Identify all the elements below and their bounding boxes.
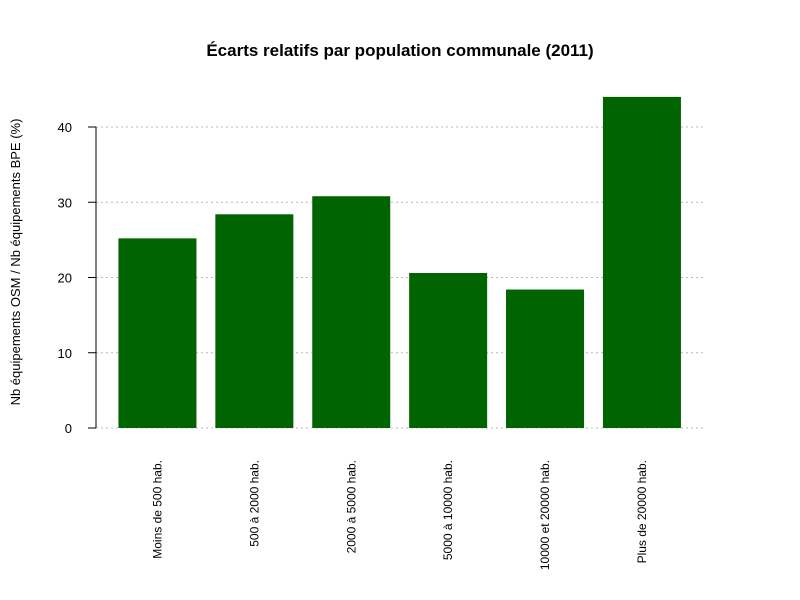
y-axis: 0 10 20 30 40 <box>58 120 97 436</box>
bar <box>118 238 197 428</box>
y-tick-label: 10 <box>58 346 72 361</box>
x-tick-label: 2000 à 5000 hab. <box>344 460 358 553</box>
y-tick-label: 40 <box>58 120 72 135</box>
bar <box>215 214 294 428</box>
bars <box>118 96 681 429</box>
bar <box>506 289 585 428</box>
bar <box>409 272 488 428</box>
chart-title: Écarts relatifs par population communale… <box>206 41 593 60</box>
bar <box>602 96 681 429</box>
x-tick-label: Plus de 20000 hab. <box>635 460 649 563</box>
bar <box>312 196 391 428</box>
x-axis-labels: Moins de 500 hab. 500 à 2000 hab. 2000 à 5… <box>150 460 649 570</box>
x-tick-label: 5000 à 10000 hab. <box>441 460 455 560</box>
gridlines <box>96 126 704 429</box>
y-axis-label: Nb équipements OSM / Nb équipements BPE … <box>8 119 23 406</box>
y-tick-label: 20 <box>58 271 72 286</box>
x-tick-label: 10000 et 20000 hab. <box>538 460 552 570</box>
x-tick-label: 500 à 2000 hab. <box>247 460 261 547</box>
y-tick-label: 30 <box>58 195 72 210</box>
x-tick-label: Moins de 500 hab. <box>150 460 164 559</box>
y-tick-label: 0 <box>65 421 72 436</box>
